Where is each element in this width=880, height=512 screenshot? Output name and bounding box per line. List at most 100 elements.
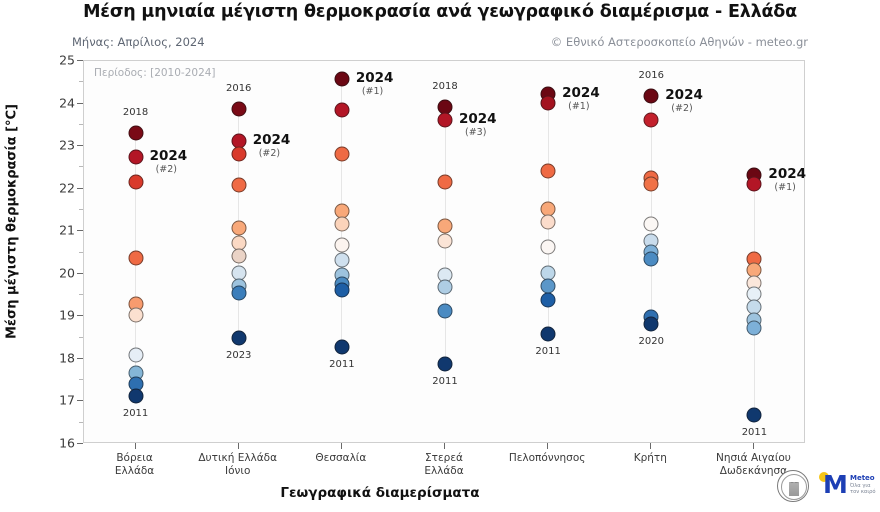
highlight-2024-label: 2024 (355, 69, 394, 86)
data-point[interactable] (540, 292, 556, 308)
highlight-2024-label: 2024 (252, 132, 291, 148)
data-point[interactable] (334, 216, 350, 232)
x-tick-label-4: Πελοπόννησος (508, 452, 586, 464)
y-tick-label: 19 (59, 307, 75, 323)
meteo-logo: M Meteo Όλα για τον καιρό (818, 470, 876, 500)
data-point[interactable] (643, 251, 659, 267)
year-annotation: 2023 (225, 349, 252, 361)
data-point[interactable] (643, 316, 659, 332)
year-annotation: 2011 (741, 427, 768, 439)
highlight-2024-label: 2024 (665, 86, 703, 103)
data-point[interactable] (437, 112, 453, 128)
data-point[interactable] (334, 71, 350, 87)
y-tick-label: 20 (59, 265, 75, 281)
x-tick-mark (547, 443, 549, 449)
data-point[interactable] (643, 216, 659, 232)
y-tick-label: 23 (59, 137, 75, 153)
data-point[interactable] (540, 214, 556, 230)
highlight-2024-label: 2024 (768, 166, 806, 183)
data-point[interactable] (334, 282, 350, 298)
highlight-2024-rank: (#1) (361, 85, 384, 97)
y-tick-label: 18 (59, 350, 75, 366)
meteo-wordmark: Meteo (850, 474, 875, 482)
data-point[interactable] (334, 252, 350, 268)
data-point[interactable] (643, 176, 659, 192)
y-tick-mark (77, 187, 83, 189)
data-point[interactable] (231, 220, 247, 236)
data-point[interactable] (540, 278, 556, 294)
y-tick-minor-mark (79, 208, 83, 210)
y-axis-label: Μέση μέγιστη θερμοκρασία [°C] (4, 104, 20, 340)
x-tick-mark (237, 443, 239, 449)
data-point[interactable] (334, 146, 350, 162)
highlight-2024-rank: (#1) (568, 101, 590, 113)
data-point[interactable] (746, 407, 762, 423)
sun-icon (819, 472, 829, 482)
y-tick-minor-mark (79, 123, 83, 125)
data-point[interactable] (540, 326, 556, 342)
data-point[interactable] (334, 237, 350, 253)
x-tick-label-1: Δυτική Ελλάδα Ιόνιο (198, 452, 278, 477)
data-point[interactable] (746, 176, 762, 192)
data-point[interactable] (128, 388, 144, 404)
y-tick-label: 24 (59, 95, 75, 111)
data-point[interactable] (437, 303, 453, 319)
year-annotation: 2011 (122, 408, 149, 420)
noa-seal-logo (777, 470, 809, 502)
month-subtitle: Μήνας: Απρίλιος, 2024 (72, 35, 205, 49)
data-point[interactable] (231, 146, 247, 162)
data-point[interactable] (231, 177, 247, 193)
data-point[interactable] (128, 307, 144, 323)
data-point[interactable] (643, 88, 659, 104)
y-tick-minor-mark (79, 379, 83, 381)
x-tick-label-0: Βόρεια Ελλάδα (114, 452, 155, 477)
data-point[interactable] (128, 125, 144, 141)
y-tick-minor-mark (79, 251, 83, 253)
data-point[interactable] (437, 356, 453, 372)
year-annotation: 2020 (638, 335, 664, 347)
data-point[interactable] (437, 233, 453, 249)
period-note: Περίοδος: [2010-2024] (94, 67, 216, 79)
highlight-2024-label: 2024 (459, 110, 497, 127)
year-annotation: 2011 (535, 346, 561, 358)
y-tick-mark (77, 357, 83, 359)
meteo-m-mark: M (823, 470, 848, 499)
y-tick-mark (77, 60, 83, 61)
highlight-2024-rank: (#2) (671, 102, 693, 114)
highlight-2024-label: 2024 (149, 147, 188, 164)
data-point[interactable] (128, 250, 144, 266)
page-title: Μέση μηνιαία μέγιστη θερμοκρασία ανά γεω… (83, 2, 797, 22)
y-tick-mark (77, 400, 83, 402)
x-tick-label-5: Κρήτη (633, 452, 667, 464)
data-point[interactable] (128, 174, 144, 190)
data-point[interactable] (540, 163, 556, 179)
data-point[interactable] (334, 339, 350, 355)
y-tick-minor-mark (79, 294, 83, 296)
highlight-2024-rank: (#1) (774, 182, 796, 194)
highlight-2024-rank: (#2) (155, 163, 177, 175)
data-point[interactable] (437, 279, 453, 295)
x-tick-label-6: Νησιά Αιγαίου Δωδεκάνησα (715, 452, 791, 477)
meteo-tagline-line: Όλα για (850, 483, 871, 489)
data-point[interactable] (437, 174, 453, 190)
y-tick-minor-mark (79, 166, 83, 168)
year-annotation: 2011 (432, 375, 458, 387)
data-point[interactable] (128, 149, 144, 165)
data-point[interactable] (540, 239, 556, 255)
data-point[interactable] (231, 101, 247, 117)
credit-text: © Εθνικό Αστεροσκοπείο Αθηνών - meteo.gr (550, 35, 808, 49)
data-point[interactable] (128, 347, 144, 363)
data-point[interactable] (746, 320, 762, 336)
data-point[interactable] (334, 102, 350, 118)
data-point[interactable] (231, 330, 247, 346)
y-tick-label: 17 (59, 392, 75, 408)
x-tick-mark (753, 443, 755, 449)
highlight-2024-label: 2024 (562, 85, 600, 102)
data-point[interactable] (540, 95, 556, 111)
highlight-2024-rank: (#3) (465, 126, 487, 138)
data-point[interactable] (231, 285, 247, 301)
data-point[interactable] (437, 218, 453, 234)
x-tick-mark (134, 443, 136, 449)
data-point[interactable] (643, 112, 659, 128)
data-point[interactable] (231, 248, 247, 264)
